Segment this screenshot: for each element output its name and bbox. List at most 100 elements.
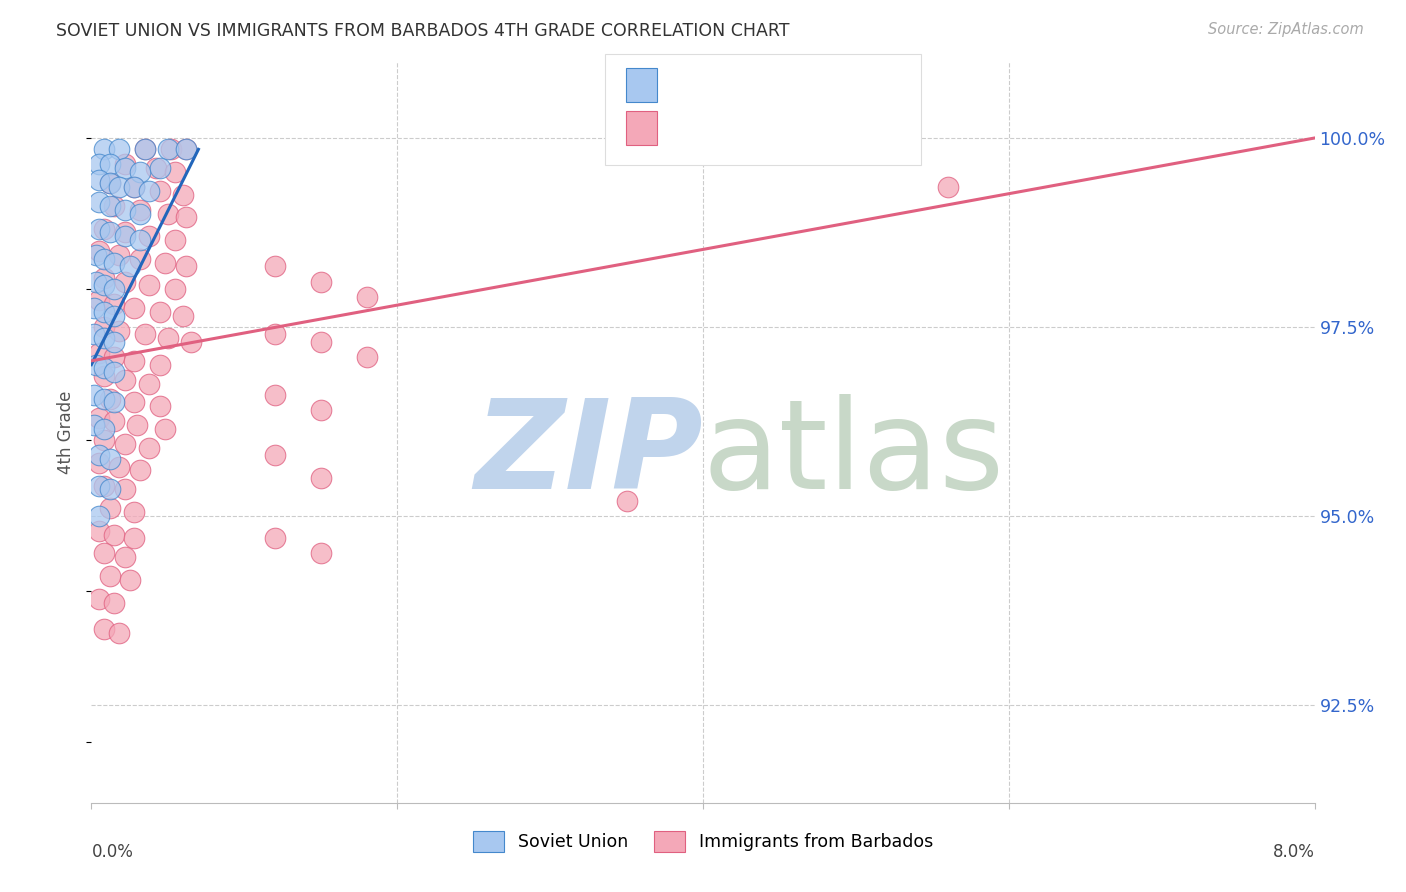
- Point: [98, 177, 121, 191]
- Point: [84, 248, 107, 262]
- Point: [309, 334, 332, 349]
- Text: R =: R =: [673, 114, 711, 132]
- Point: [174, 260, 197, 274]
- Point: [156, 206, 179, 220]
- Point: [103, 334, 125, 349]
- Point: [98, 177, 121, 191]
- Point: [98, 157, 121, 171]
- Point: [264, 260, 287, 274]
- Point: [103, 297, 125, 311]
- Point: [616, 493, 638, 508]
- Point: [172, 187, 194, 202]
- Point: [103, 282, 125, 296]
- Point: [149, 184, 172, 198]
- Point: [93, 278, 115, 293]
- Point: [127, 418, 149, 433]
- Point: [122, 354, 145, 368]
- Point: [134, 327, 156, 342]
- Point: [114, 550, 136, 565]
- Point: [98, 226, 121, 240]
- Point: [180, 334, 202, 349]
- Point: [103, 350, 125, 364]
- Point: [309, 403, 332, 417]
- Point: [83, 388, 105, 402]
- Point: [93, 331, 115, 345]
- Point: [108, 625, 131, 640]
- Point: [93, 270, 115, 285]
- Point: [108, 180, 131, 194]
- Point: [87, 157, 110, 171]
- Point: [129, 165, 152, 179]
- Point: [98, 199, 121, 213]
- Point: [172, 309, 194, 323]
- Point: [264, 388, 287, 402]
- Point: [103, 596, 125, 610]
- Point: [103, 414, 125, 428]
- Point: [264, 448, 287, 462]
- Point: [93, 252, 115, 266]
- Point: [129, 202, 152, 217]
- Point: [103, 395, 125, 409]
- Point: [93, 142, 115, 156]
- Point: [165, 165, 187, 179]
- Point: [114, 373, 136, 387]
- Point: [114, 161, 136, 176]
- Point: [108, 459, 131, 474]
- Text: 0.419: 0.419: [713, 71, 768, 89]
- Point: [165, 233, 187, 247]
- Point: [93, 547, 115, 561]
- Point: [122, 532, 145, 546]
- Point: [129, 233, 152, 247]
- Legend: Soviet Union, Immigrants from Barbados: Soviet Union, Immigrants from Barbados: [464, 822, 942, 861]
- Point: [93, 433, 115, 447]
- Point: [153, 255, 176, 269]
- Point: [174, 211, 197, 225]
- Point: [118, 260, 141, 274]
- Point: [83, 418, 105, 433]
- Point: [103, 527, 125, 541]
- Text: N =: N =: [780, 71, 820, 89]
- Point: [138, 184, 160, 198]
- Point: [114, 229, 136, 244]
- Point: [309, 547, 332, 561]
- Text: 87: 87: [815, 114, 839, 132]
- Point: [122, 301, 145, 315]
- Text: N =: N =: [780, 114, 820, 132]
- Point: [138, 376, 160, 391]
- Text: Source: ZipAtlas.com: Source: ZipAtlas.com: [1208, 22, 1364, 37]
- Point: [87, 346, 110, 360]
- Point: [264, 532, 287, 546]
- Point: [87, 591, 110, 606]
- Y-axis label: 4th Grade: 4th Grade: [58, 391, 76, 475]
- Point: [108, 324, 131, 338]
- Point: [93, 221, 115, 235]
- Text: SOVIET UNION VS IMMIGRANTS FROM BARBADOS 4TH GRADE CORRELATION CHART: SOVIET UNION VS IMMIGRANTS FROM BARBADOS…: [56, 22, 790, 40]
- Point: [83, 327, 105, 342]
- Point: [98, 501, 121, 516]
- Point: [149, 358, 172, 372]
- Point: [138, 441, 160, 455]
- Point: [87, 221, 110, 235]
- Point: [122, 180, 145, 194]
- Point: [165, 282, 187, 296]
- Point: [87, 456, 110, 470]
- Point: [103, 365, 125, 379]
- Point: [103, 255, 125, 269]
- Point: [87, 478, 110, 492]
- Text: 8.0%: 8.0%: [1272, 843, 1315, 861]
- Point: [145, 161, 167, 176]
- Point: [356, 350, 378, 364]
- Point: [114, 157, 136, 171]
- Point: [87, 508, 110, 523]
- Point: [122, 180, 145, 194]
- Point: [264, 327, 287, 342]
- Point: [129, 206, 152, 220]
- Point: [134, 142, 156, 156]
- Point: [309, 471, 332, 485]
- Text: R =: R =: [673, 71, 711, 89]
- Text: 49: 49: [815, 71, 839, 89]
- Point: [356, 290, 378, 304]
- Point: [98, 452, 121, 467]
- Point: [114, 226, 136, 240]
- Text: 0.172: 0.172: [713, 114, 768, 132]
